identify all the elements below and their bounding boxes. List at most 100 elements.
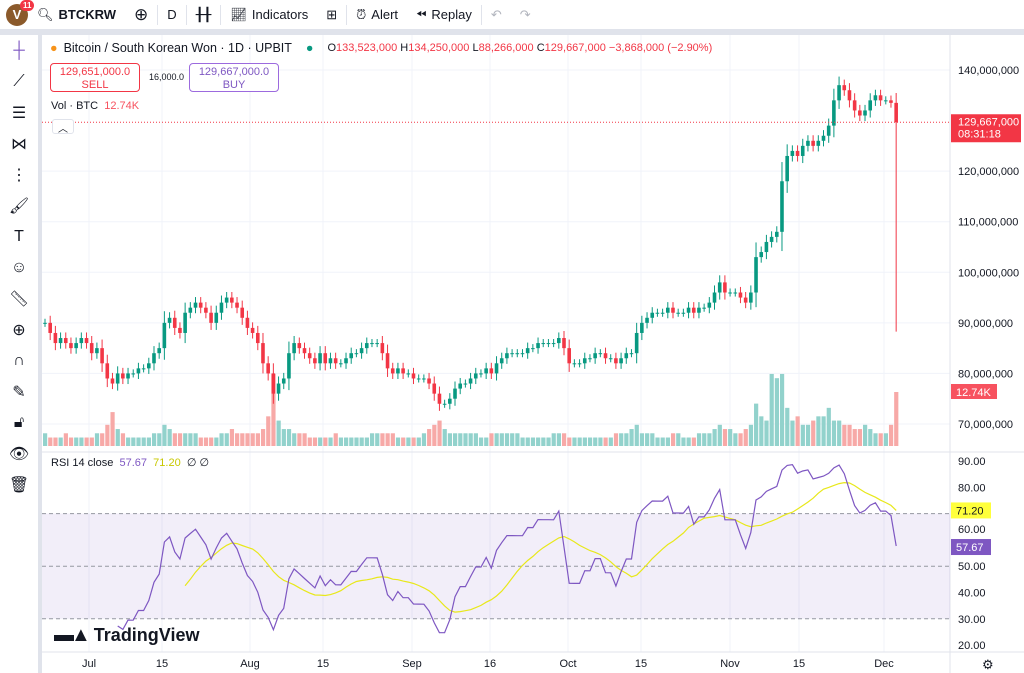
candle-body — [209, 312, 213, 323]
candle-body — [889, 100, 893, 103]
volume-bar — [255, 433, 260, 446]
volume-bar — [292, 433, 297, 446]
price-tick: 90,000,000 — [958, 318, 1013, 330]
candle-body — [43, 322, 47, 324]
lock-drawings-edit-tool[interactable]: ✎ — [4, 376, 34, 407]
text-tool[interactable]: T — [4, 221, 34, 252]
redo-button[interactable]: ↷ — [511, 0, 540, 29]
zoom-tool[interactable]: ⊕ — [4, 314, 34, 345]
volume-bar — [105, 424, 110, 446]
volume-bar — [380, 433, 385, 446]
volume-bar — [702, 433, 707, 446]
volume-bar — [432, 424, 437, 446]
symbol-search-button[interactable]: 🔍︎ BTCKRW — [28, 0, 125, 29]
forecast-icon: ⋮ — [11, 166, 27, 184]
rsi-ma-badge-label: 71.20 — [956, 505, 984, 517]
candle-body — [743, 297, 748, 303]
time-tick: Dec — [874, 658, 894, 670]
rsi-tick: 60.00 — [958, 524, 986, 536]
volume-bar — [183, 433, 188, 446]
sell-button[interactable]: 129,651,000.0 SELL — [50, 63, 140, 92]
brush-tool[interactable]: 🖌︎ — [4, 190, 34, 221]
fib-retracement-icon: ☰ — [11, 104, 27, 122]
rsi-line — [117, 464, 897, 634]
market-open-icon: ● — [305, 41, 314, 55]
search-icon: 🔍︎ — [37, 6, 54, 22]
pattern-tool[interactable]: ⋈ — [4, 128, 34, 159]
icon-tool[interactable]: ☺ — [4, 252, 34, 283]
chart-type-button[interactable]: ╂╂ — [187, 0, 221, 29]
candle-body — [837, 85, 841, 101]
symbol-title[interactable]: Bitcoin / South Korean Won · 1D · UPBIT — [63, 41, 292, 55]
candle-body — [499, 358, 504, 364]
candle-body — [494, 363, 499, 374]
replay-button[interactable]: ⏪︎ Replay — [407, 0, 481, 29]
candle-body — [821, 135, 826, 141]
lock-drawings-tool[interactable]: 🔓︎ — [4, 407, 34, 438]
volume-bar — [842, 424, 847, 446]
volume-bar — [328, 437, 333, 446]
trend-line-tool[interactable]: ⟋ — [4, 66, 34, 97]
measure-tool[interactable]: 📏︎ — [4, 283, 34, 314]
remove-drawings-tool[interactable]: 🗑︎ — [4, 469, 34, 500]
undo-button[interactable]: ↶ — [482, 0, 511, 29]
rsi-tick: 90.00 — [958, 456, 986, 468]
volume-bar — [556, 433, 562, 446]
candle-body — [281, 378, 286, 384]
volume-bar — [224, 433, 229, 446]
volume-bar — [769, 373, 774, 446]
volume-bar — [260, 429, 266, 446]
layouts-button[interactable]: ⊞ — [317, 0, 346, 29]
volume-bar — [193, 433, 198, 446]
avatar[interactable]: V 11 — [6, 0, 35, 26]
volume-bar — [209, 437, 214, 446]
buy-button[interactable]: 129,667,000.0 BUY — [189, 63, 279, 92]
candle-body — [666, 307, 670, 313]
alert-button[interactable]: ⏰︎ Alert — [347, 0, 407, 29]
candle-body — [749, 292, 753, 303]
top-toolbar: V 11 🔍︎ BTCKRW ⊕ D ╂╂ 📈︎ Indicators ⊞ ⏰︎ Ale… — [0, 0, 1024, 32]
candle-body — [390, 368, 395, 374]
volume-bar — [89, 437, 94, 446]
magnet-tool[interactable]: ∩ — [4, 345, 34, 376]
tradingview-logo[interactable]: ▬▲ TradingView — [54, 624, 200, 647]
divider — [480, 4, 482, 25]
rsi-badge-label: 57.67 — [956, 542, 984, 554]
crosshair-tool[interactable]: ┼ — [4, 35, 34, 66]
volume-badge — [951, 384, 997, 399]
indicators-button[interactable]: 📈︎ Indicators — [221, 0, 317, 29]
volume-bar — [660, 437, 665, 446]
volume-bar — [136, 437, 141, 446]
rsi-ma-value: 71.20 — [153, 457, 181, 469]
volume-bar — [733, 433, 738, 446]
buy-label: BUY — [222, 79, 246, 91]
interval-button[interactable]: D — [158, 0, 185, 29]
volume-bar — [795, 416, 800, 446]
gear-icon: ⚙ — [982, 657, 994, 672]
collapse-legend-button[interactable]: ︿ — [52, 119, 74, 135]
candle-body — [525, 348, 530, 354]
last-price-badge — [951, 114, 1021, 143]
volume-bar — [764, 420, 769, 446]
candle-body — [598, 353, 603, 355]
volume-bar — [421, 433, 427, 446]
prediction-tool[interactable]: ⋮ — [4, 159, 34, 190]
hide-drawings-tool[interactable]: 👁︎ — [4, 438, 34, 469]
sell-label: SELL — [81, 79, 109, 91]
candle-body — [198, 302, 203, 308]
candle-body — [681, 312, 686, 314]
high-value: 134,250,000 — [408, 42, 470, 54]
candle-body — [614, 358, 618, 364]
rsi-tick: 30.00 — [958, 614, 986, 626]
compare-symbol-button[interactable]: ⊕ — [125, 0, 157, 29]
tradingview-wordmark: TradingView — [93, 625, 200, 645]
volume-bar — [582, 437, 587, 446]
volume-bar — [515, 433, 520, 446]
price-tick: 140,000,000 — [958, 65, 1019, 77]
rsi-tick: 20.00 — [958, 640, 986, 652]
volume-bar — [696, 433, 702, 446]
time-axis-settings-button[interactable]: ⚙ — [982, 657, 994, 673]
fib-tool[interactable]: ☰ — [4, 97, 34, 128]
volume-bar — [58, 437, 63, 446]
